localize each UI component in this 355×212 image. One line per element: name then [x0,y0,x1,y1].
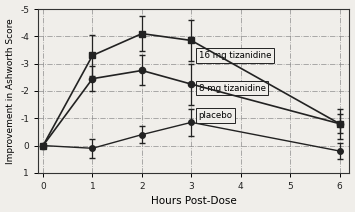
Text: 8 mg tizanidine: 8 mg tizanidine [199,84,266,93]
X-axis label: Hours Post-Dose: Hours Post-Dose [151,197,237,206]
Text: placebo: placebo [199,111,233,120]
Y-axis label: Improvement in Ashworth Score: Improvement in Ashworth Score [6,18,15,164]
Text: 16 mg tizanidine: 16 mg tizanidine [199,51,271,60]
